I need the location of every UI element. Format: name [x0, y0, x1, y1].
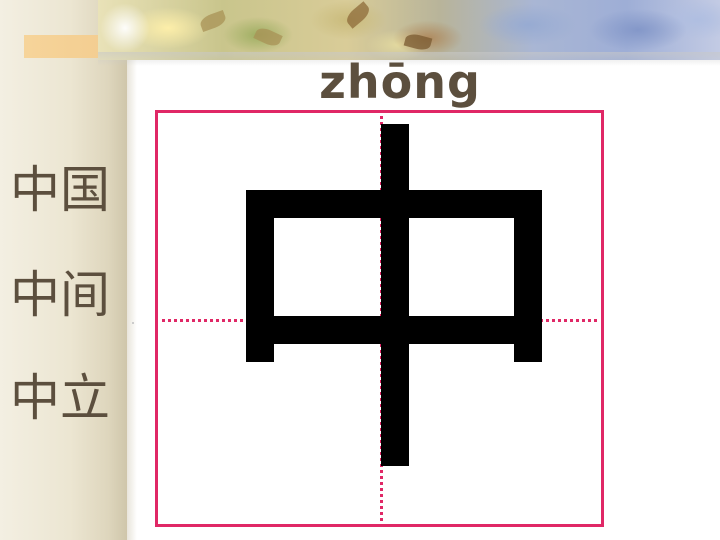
banner-highlight	[100, 3, 150, 53]
banner-shadow	[98, 52, 720, 66]
writing-grid-box	[155, 110, 604, 527]
floral-banner-image	[98, 0, 720, 60]
word-item: 中国	[10, 161, 110, 219]
word-item: 中间	[10, 266, 110, 324]
character-stroke-vertical	[381, 124, 409, 466]
strip-shadow	[127, 60, 137, 540]
left-decorative-strip	[0, 0, 127, 540]
pinyin-label: zhōng	[319, 55, 481, 109]
word-item: 中立	[10, 369, 110, 427]
stray-dot	[132, 322, 134, 324]
